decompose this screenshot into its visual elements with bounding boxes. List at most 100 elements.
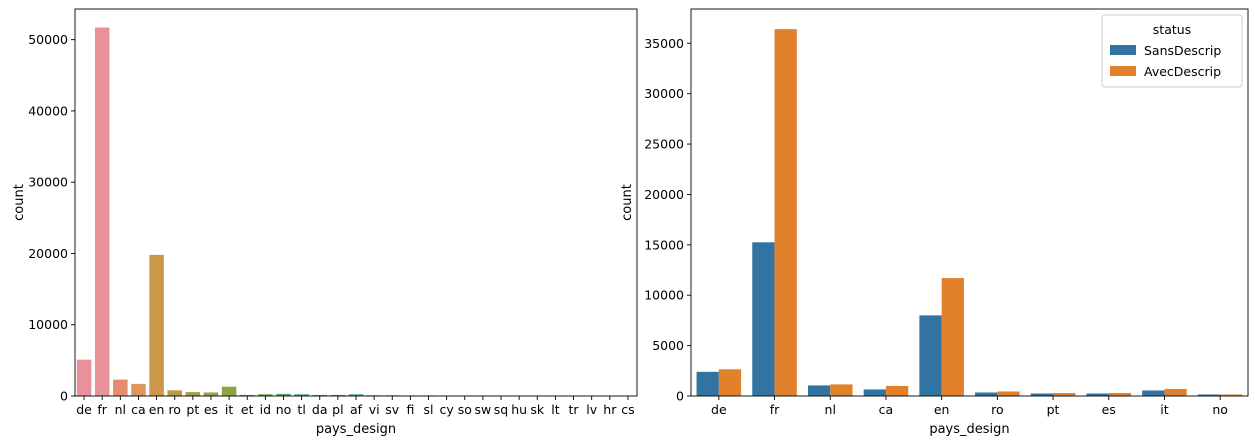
left-bar-es [203, 392, 219, 396]
right-legend-box [1101, 14, 1243, 88]
right-bar-sansdescrip-it [1142, 390, 1165, 396]
left-x-tick-label: lv [586, 402, 597, 417]
right-legend-swatch-avecdescrip [1110, 66, 1136, 76]
right-plot-frame [690, 8, 1249, 397]
left-x-tick-label: ca [131, 402, 146, 417]
right-bar-avecdescrip-nl [830, 384, 853, 396]
left-x-tick-label: en [149, 402, 165, 417]
right-x-tick-label: nl [825, 402, 836, 417]
left-x-tick-label: sl [424, 402, 434, 417]
left-x-tick-label: es [204, 402, 218, 417]
right-x-axis-label: pays_design [929, 422, 1009, 437]
right-bar-avecdescrip-ca [885, 385, 909, 396]
left-x-tick-label: sw [475, 402, 492, 417]
left-x-tick-label: sk [530, 402, 545, 417]
left-bar-fr [94, 27, 110, 396]
left-x-tick-label: sv [385, 402, 400, 417]
left-y-tick-label: 10000 [28, 317, 68, 332]
right-x-tick-label: en [934, 402, 950, 417]
right-legend-title: status [1153, 22, 1191, 37]
right-x-tick-label: ca [879, 402, 894, 417]
left-x-tick-label: cs [621, 402, 634, 417]
right-y-tick-label: 25000 [644, 137, 684, 152]
left-x-tick-label: it [225, 402, 233, 417]
left-x-tick-label: vi [369, 402, 380, 417]
left-bar-id [258, 394, 273, 396]
left-x-tick-label: hu [511, 402, 527, 417]
left-bar-en [149, 254, 164, 396]
right-bar-avecdescrip-es [1108, 392, 1132, 396]
left-bar-pt [185, 392, 201, 396]
right-bar-avecdescrip-it [1164, 388, 1187, 396]
right-legend-swatch-sansdescrip [1110, 45, 1136, 55]
right-x-tick-label: de [711, 402, 727, 417]
left-bar-ca [131, 383, 146, 396]
right-bar-sansdescrip-de [696, 371, 719, 396]
left-x-tick-label: cy [440, 402, 455, 417]
left-x-tick-label: af [350, 402, 363, 417]
right-bar-sansdescrip-nl [807, 385, 831, 396]
left-x-tick-label: et [241, 402, 254, 417]
left-bar-pl [330, 394, 346, 396]
left-x-tick-label: no [276, 402, 292, 417]
left-x-tick-label: tr [569, 402, 580, 417]
left-y-tick-label: 30000 [28, 175, 68, 190]
left-x-tick-label: pl [332, 402, 343, 417]
left-y-axis-label: count [12, 184, 27, 221]
right-x-tick-label: ro [991, 402, 1004, 417]
right-y-tick-label: 30000 [644, 86, 684, 101]
right-bar-avecdescrip-pt [1053, 392, 1076, 396]
right-x-tick-label: no [1212, 402, 1228, 417]
right-bar-sansdescrip-ro [975, 392, 998, 396]
right-x-tick-label: es [1102, 402, 1116, 417]
right-y-tick-label: 15000 [644, 237, 684, 252]
right-x-tick-label: pt [1047, 402, 1060, 417]
left-bar-da [312, 394, 327, 396]
left-y-tick-label: 20000 [28, 246, 68, 261]
left-bar-ro [167, 390, 182, 396]
left-bar-it [221, 386, 237, 396]
left-bar-af [348, 394, 364, 396]
right-bar-avecdescrip-de [718, 369, 742, 396]
left-y-tick-label: 0 [60, 389, 68, 404]
right-y-tick-label: 10000 [644, 288, 684, 303]
right-bar-avecdescrip-fr [774, 29, 797, 396]
left-chart: de fr nl ca en ro pt es it et id no tl da pl af vi sv fi sl… [12, 8, 638, 437]
right-bar-sansdescrip-pt [1030, 393, 1054, 396]
left-x-tick-label: nl [115, 402, 126, 417]
right-bar-sansdescrip-no [1197, 394, 1221, 396]
left-x-tick-label: so [458, 402, 472, 417]
left-x-tick-label: de [76, 402, 92, 417]
left-x-tick-label: ro [168, 402, 181, 417]
left-bar-de [76, 359, 92, 396]
left-bar-tl [294, 394, 309, 396]
right-y-tick-label: 20000 [644, 187, 684, 202]
left-x-tick-label: lt [551, 402, 559, 417]
right-x-tick-label: it [1160, 402, 1168, 417]
left-y-tick-label: 50000 [28, 32, 68, 47]
left-x-tick-label: fi [406, 402, 414, 417]
left-x-tick-label: tl [297, 402, 305, 417]
right-bar-sansdescrip-fr [752, 242, 775, 396]
right-x-tick-label: fr [770, 402, 780, 417]
right-chart: de fr nl ca en ro pt es it no 0 5000 10000 15000 20000… [620, 8, 1249, 437]
left-bar-nl [113, 379, 128, 396]
left-bar-no [276, 393, 291, 396]
left-bar-et [239, 394, 255, 396]
right-y-tick-label: 0 [676, 389, 684, 404]
right-bar-sansdescrip-ca [863, 389, 886, 396]
right-bar-avecdescrip-ro [997, 391, 1020, 396]
right-bar-avecdescrip-en [941, 278, 964, 396]
right-legend-label-avecdescrip: AvecDescrip [1144, 64, 1221, 79]
left-x-tick-label: sq [494, 402, 508, 417]
right-y-axis-label: count [620, 184, 635, 221]
left-x-tick-label: id [260, 402, 271, 417]
right-bar-avecdescrip-no [1220, 394, 1243, 396]
right-y-tick-label: 5000 [652, 338, 684, 353]
left-y-tick-label: 40000 [28, 103, 68, 118]
left-x-tick-label: da [312, 402, 328, 417]
right-bar-sansdescrip-en [919, 315, 942, 396]
left-x-axis-label: pays_design [316, 422, 396, 437]
left-x-tick-label: hr [603, 402, 617, 417]
